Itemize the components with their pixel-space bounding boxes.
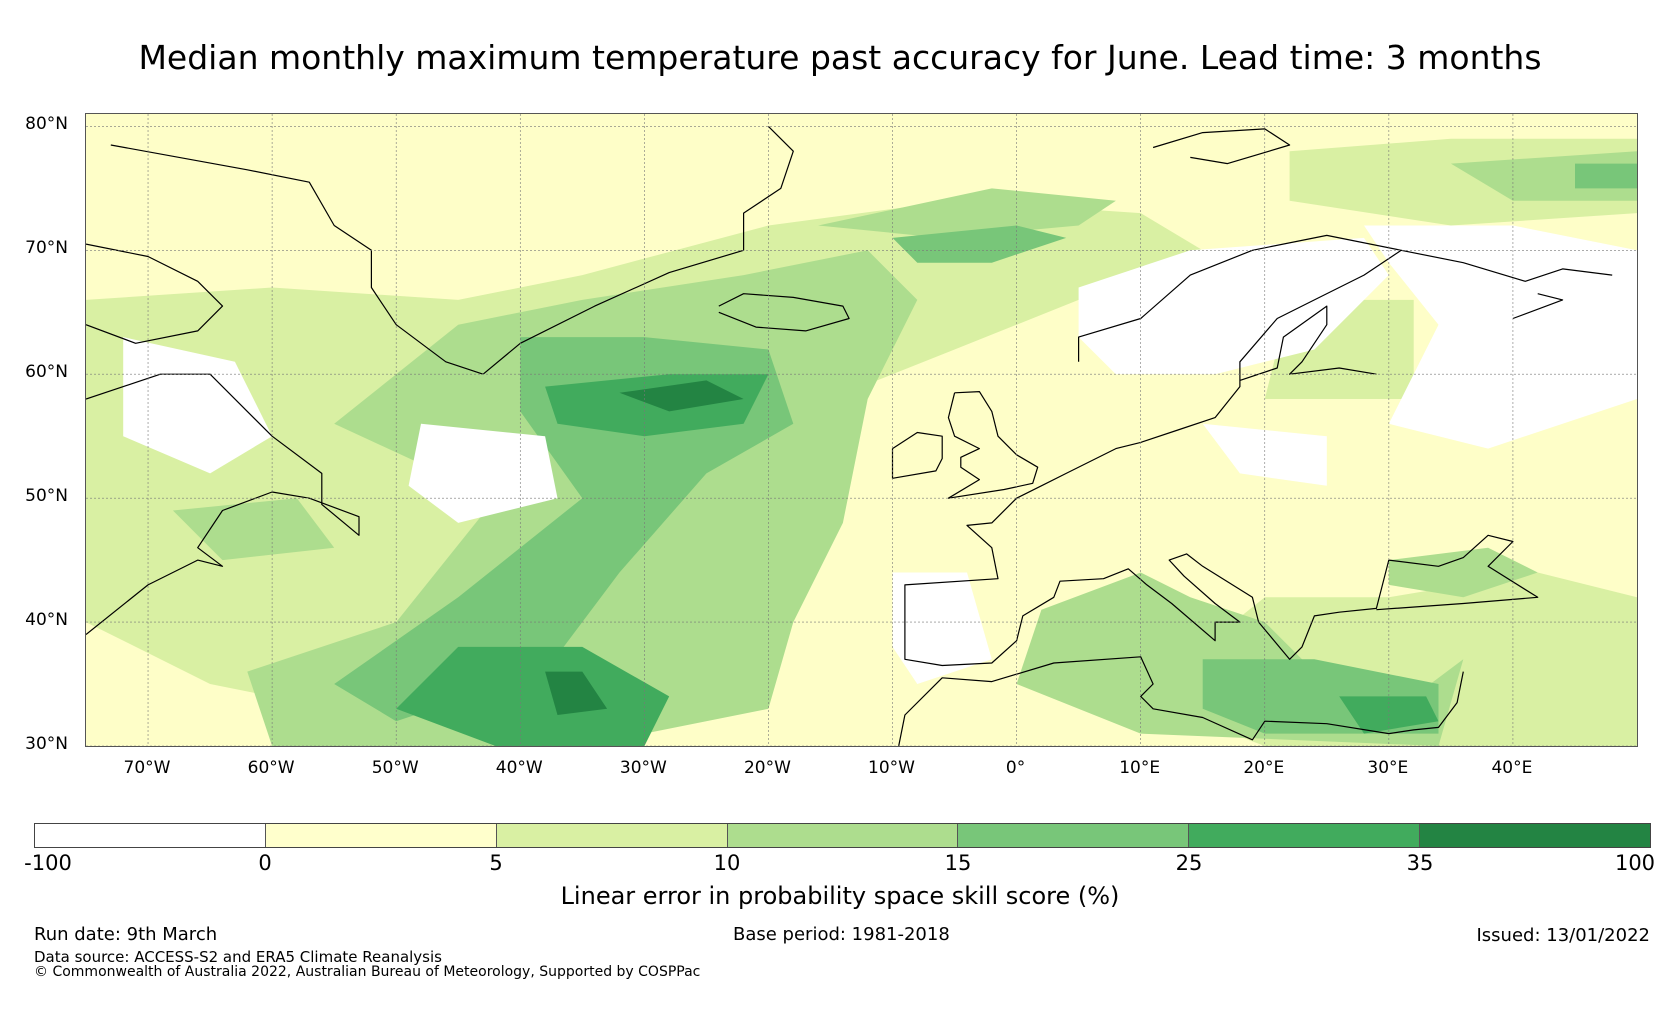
skill-region [334,337,794,722]
lon-label: 50°W [371,758,419,778]
graticule [86,114,1637,746]
colorbar-segment [958,824,1190,847]
colorbar-segment [1420,824,1651,847]
lon-label: 10°E [1119,758,1161,778]
colorbar-segment [1189,824,1421,847]
data-source: Data source: ACCESS-S2 and ERA5 Climate … [34,948,442,966]
lon-label: 40°W [495,758,543,778]
lon-label: 30°E [1367,758,1409,778]
colorbar-tick-label: -100 [24,851,72,875]
lat-label: 80°N [25,114,68,135]
lat-label: 60°N [25,362,68,383]
colorbar [34,823,1651,848]
lat-label: 50°N [25,486,68,507]
colorbar-tick-label: 25 [1175,851,1203,875]
colorbar-tick-label: 5 [489,851,503,875]
coastline [898,656,1464,746]
coastline [1401,249,1613,282]
skill-region [396,646,670,746]
colorbar-label: Linear error in probability space skill … [560,882,1120,910]
lon-label: 20°E [1243,758,1285,778]
colorbar-tick-label: 15 [944,851,972,875]
lon-label: 10°W [868,758,915,778]
coastline [1239,305,1377,381]
coastlines [86,125,1613,746]
copyright: © Commonwealth of Australia 2022, Austra… [34,964,701,980]
skill-region [892,572,992,684]
skill-region [892,225,1067,263]
map-title: Median monthly maximum temperature past … [138,38,1542,77]
skill-region [1575,163,1637,189]
skill-region [172,498,335,561]
skill-region [1388,547,1538,598]
coastline [904,234,1539,667]
coastline [1512,293,1564,320]
skill-region [1364,225,1637,449]
lon-label: 60°W [247,758,295,778]
skill-regions [86,138,1637,746]
skill-region [545,671,608,715]
lon-label: 30°W [619,758,667,778]
colorbar-segment [727,824,959,847]
coastline [891,431,943,479]
lon-label: 40°E [1491,758,1533,778]
lon-label: 70°W [123,758,171,778]
colorbar-tick-label: 10 [713,851,741,875]
skill-region [818,188,1116,238]
coastline [86,243,224,344]
lat-label: 30°N [25,734,68,754]
lat-label: 40°N [25,610,68,631]
coastline [718,293,850,332]
coastline [1152,128,1291,165]
coastline [86,373,360,635]
colorbar-segment [35,824,266,847]
skill-score-map [85,113,1638,747]
run-date: Run date: 9th March [34,924,218,945]
issued-date: Issued: 13/01/2022 [1476,925,1650,946]
coastline [947,391,1039,499]
colorbar-tick-label: 35 [1406,851,1434,875]
colorbar-segment [496,824,728,847]
lon-label: 20°W [743,758,791,778]
skill-region [619,380,744,412]
lon-label: 0° [1005,758,1026,778]
skill-region [123,337,273,474]
colorbar-tick-label: 0 [258,851,272,875]
lat-label: 70°N [25,238,68,259]
skill-region [1078,237,1389,375]
colorbar-tick-label: 100 [1614,851,1656,875]
map-canvas [86,114,1637,746]
colorbar-segment [265,824,497,847]
base-period: Base period: 1981-2018 [733,924,950,945]
